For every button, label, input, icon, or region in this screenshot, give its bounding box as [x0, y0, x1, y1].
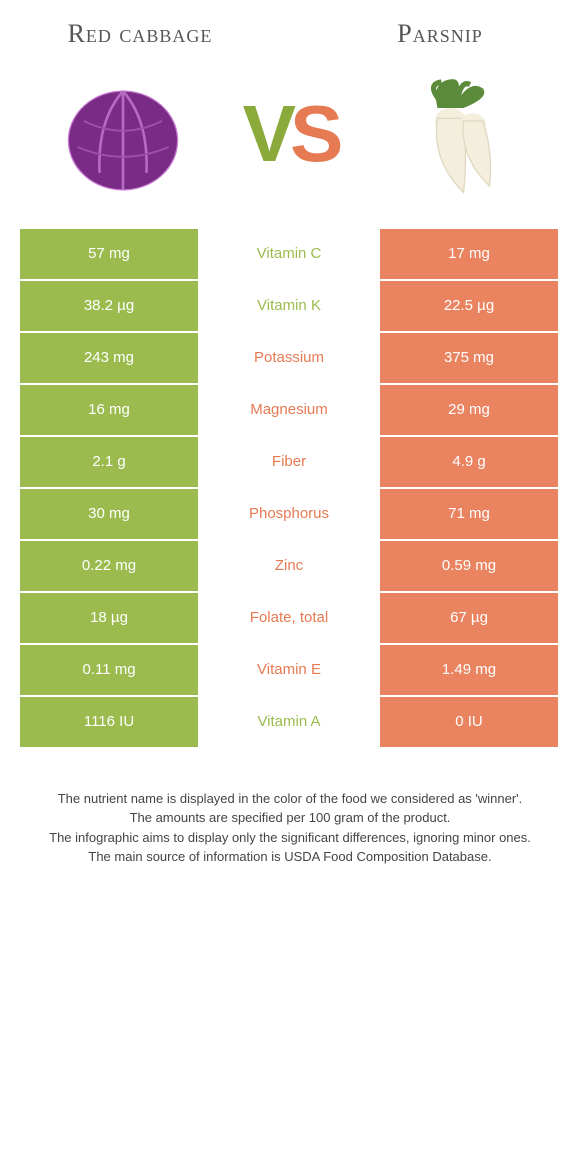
parsnip-icon: [382, 69, 532, 199]
table-row: 0.22 mgZinc0.59 mg: [20, 541, 560, 591]
table-row: 0.11 mgVitamin E1.49 mg: [20, 645, 560, 695]
vs-label: VS: [243, 88, 338, 180]
right-value: 29 mg: [380, 385, 558, 435]
nutrient-label: Zinc: [200, 541, 378, 591]
left-value: 38.2 µg: [20, 281, 198, 331]
left-value: 30 mg: [20, 489, 198, 539]
vs-v: V: [243, 89, 290, 178]
left-value: 18 µg: [20, 593, 198, 643]
right-value: 0.59 mg: [380, 541, 558, 591]
right-value: 17 mg: [380, 229, 558, 279]
right-value: 4.9 g: [380, 437, 558, 487]
right-value: 71 mg: [380, 489, 558, 539]
table-row: 18 µgFolate, total67 µg: [20, 593, 560, 643]
table-row: 1116 IUVitamin A0 IU: [20, 697, 560, 747]
footer-notes: The nutrient name is displayed in the co…: [0, 749, 580, 887]
right-value: 375 mg: [380, 333, 558, 383]
left-value: 0.11 mg: [20, 645, 198, 695]
left-value: 57 mg: [20, 229, 198, 279]
footer-line: The nutrient name is displayed in the co…: [30, 789, 550, 809]
footer-line: The infographic aims to display only the…: [30, 828, 550, 848]
right-value: 0 IU: [380, 697, 558, 747]
nutrient-label: Phosphorus: [200, 489, 378, 539]
left-value: 1116 IU: [20, 697, 198, 747]
table-row: 30 mgPhosphorus71 mg: [20, 489, 560, 539]
left-value: 2.1 g: [20, 437, 198, 487]
hero-row: VS: [0, 59, 580, 229]
nutrient-label: Vitamin E: [200, 645, 378, 695]
nutrient-label: Vitamin C: [200, 229, 378, 279]
table-row: 243 mgPotassium375 mg: [20, 333, 560, 383]
table-row: 2.1 gFiber4.9 g: [20, 437, 560, 487]
nutrient-label: Fiber: [200, 437, 378, 487]
nutrient-label: Vitamin A: [200, 697, 378, 747]
left-value: 243 mg: [20, 333, 198, 383]
nutrient-label: Magnesium: [200, 385, 378, 435]
title-right: Parsnip: [340, 20, 540, 49]
nutrient-label: Folate, total: [200, 593, 378, 643]
right-value: 67 µg: [380, 593, 558, 643]
footer-line: The main source of information is USDA F…: [30, 847, 550, 867]
title-left: Red cabbage: [40, 20, 240, 49]
nutrient-label: Potassium: [200, 333, 378, 383]
right-value: 22.5 µg: [380, 281, 558, 331]
table-row: 57 mgVitamin C17 mg: [20, 229, 560, 279]
right-value: 1.49 mg: [380, 645, 558, 695]
table-row: 38.2 µgVitamin K22.5 µg: [20, 281, 560, 331]
left-value: 16 mg: [20, 385, 198, 435]
nutrient-label: Vitamin K: [200, 281, 378, 331]
table-row: 16 mgMagnesium29 mg: [20, 385, 560, 435]
header: Red cabbage Parsnip: [0, 0, 580, 59]
left-value: 0.22 mg: [20, 541, 198, 591]
footer-line: The amounts are specified per 100 gram o…: [30, 808, 550, 828]
vs-s: S: [290, 89, 337, 178]
nutrient-table: 57 mgVitamin C17 mg38.2 µgVitamin K22.5 …: [20, 229, 560, 747]
red-cabbage-icon: [48, 69, 198, 199]
